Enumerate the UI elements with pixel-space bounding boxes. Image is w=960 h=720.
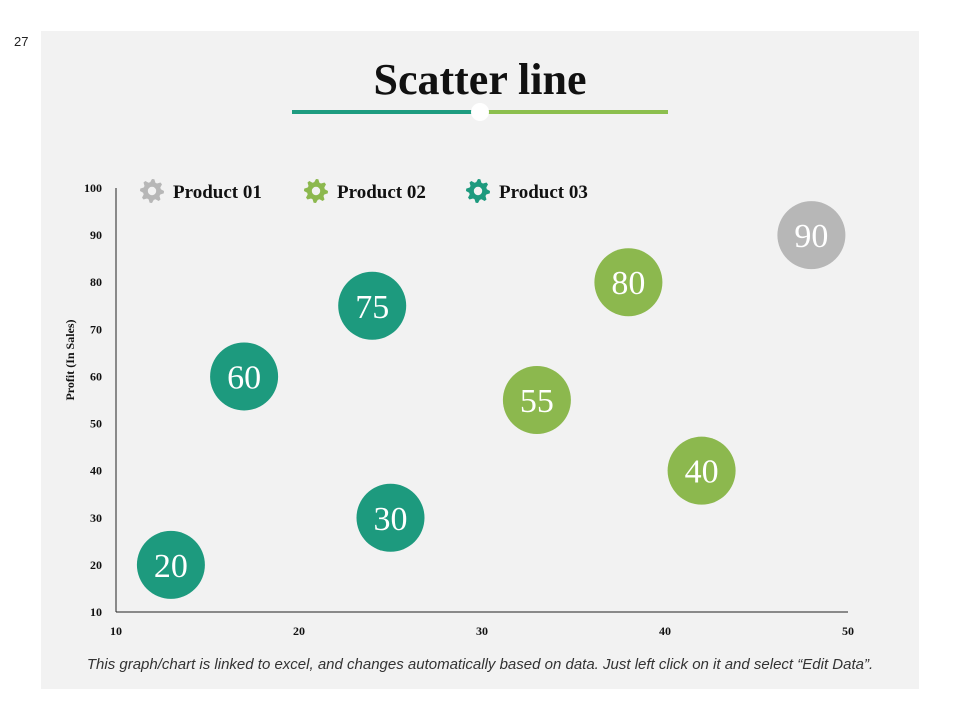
data-point[interactable]: 75 xyxy=(338,271,407,340)
footnote: This graph/chart is linked to excel, and… xyxy=(86,656,874,673)
title-underline-dot xyxy=(471,103,489,121)
x-tick-label: 10 xyxy=(110,624,122,638)
x-tick-label: 30 xyxy=(476,624,488,638)
data-point-label: 55 xyxy=(520,383,554,420)
data-point[interactable]: 60 xyxy=(210,342,279,411)
data-point-bubble[interactable] xyxy=(210,342,279,411)
y-tick-label: 50 xyxy=(90,417,102,431)
gear-icon xyxy=(304,179,328,203)
page-number: 27 xyxy=(14,34,29,49)
chart-title: Scatter line xyxy=(373,55,587,104)
y-tick-label: 60 xyxy=(90,369,102,383)
y-tick-label: 100 xyxy=(84,181,102,195)
data-point[interactable]: 90 xyxy=(777,201,846,270)
y-tick-label: 30 xyxy=(90,511,102,525)
data-point-label: 80 xyxy=(611,265,645,302)
data-point-label: 20 xyxy=(154,548,188,585)
y-tick-label: 70 xyxy=(90,322,102,336)
y-axis-ticks: 10 20 30 40 50 60 70 80 90 100 xyxy=(84,181,102,619)
legend-item[interactable]: Product 01 xyxy=(140,179,262,203)
data-point[interactable]: 55 xyxy=(502,366,571,434)
data-point-label: 90 xyxy=(794,218,828,255)
legend-item[interactable]: Product 03 xyxy=(466,179,588,203)
y-tick-label: 20 xyxy=(90,558,102,572)
x-tick-label: 40 xyxy=(659,624,671,638)
data-point-label: 30 xyxy=(374,501,408,538)
gear-icon xyxy=(140,179,164,203)
data-point-bubble[interactable] xyxy=(594,248,663,317)
y-tick-label: 40 xyxy=(90,464,102,478)
data-point[interactable]: 40 xyxy=(667,436,736,505)
x-axis-ticks: 10 20 30 40 50 xyxy=(110,624,854,638)
legend-item[interactable]: Product 02 xyxy=(304,179,426,203)
data-point[interactable]: 80 xyxy=(594,248,663,317)
legend-label: Product 02 xyxy=(337,182,426,203)
data-point-bubble[interactable] xyxy=(356,483,425,552)
chart-bubbles: 90 80 55 40 75 60 30 20 xyxy=(136,201,846,599)
x-tick-label: 20 xyxy=(293,624,305,638)
title-underline-left xyxy=(292,110,480,114)
data-point-label: 60 xyxy=(227,359,261,396)
y-tick-label: 10 xyxy=(90,605,102,619)
y-tick-label: 90 xyxy=(90,228,102,242)
title-underline-right xyxy=(480,110,668,114)
data-point-bubble[interactable] xyxy=(667,436,736,505)
data-point-label: 75 xyxy=(355,289,389,326)
data-point[interactable]: 20 xyxy=(136,530,205,599)
legend-label: Product 03 xyxy=(499,182,588,203)
y-tick-label: 80 xyxy=(90,275,102,289)
data-point[interactable]: 30 xyxy=(356,483,425,552)
data-point-bubble[interactable] xyxy=(502,366,571,434)
gear-icon xyxy=(466,179,490,203)
legend-label: Product 01 xyxy=(173,182,262,203)
y-axis-label: Profit (In Sales) xyxy=(63,319,77,400)
data-point-label: 40 xyxy=(685,454,719,491)
data-point-bubble[interactable] xyxy=(136,530,205,599)
chart-legend[interactable]: Product 01 Product 02 Product 03 xyxy=(140,179,588,203)
data-point-bubble[interactable] xyxy=(338,271,407,340)
x-tick-label: 50 xyxy=(842,624,854,638)
data-point-bubble[interactable] xyxy=(777,201,846,270)
